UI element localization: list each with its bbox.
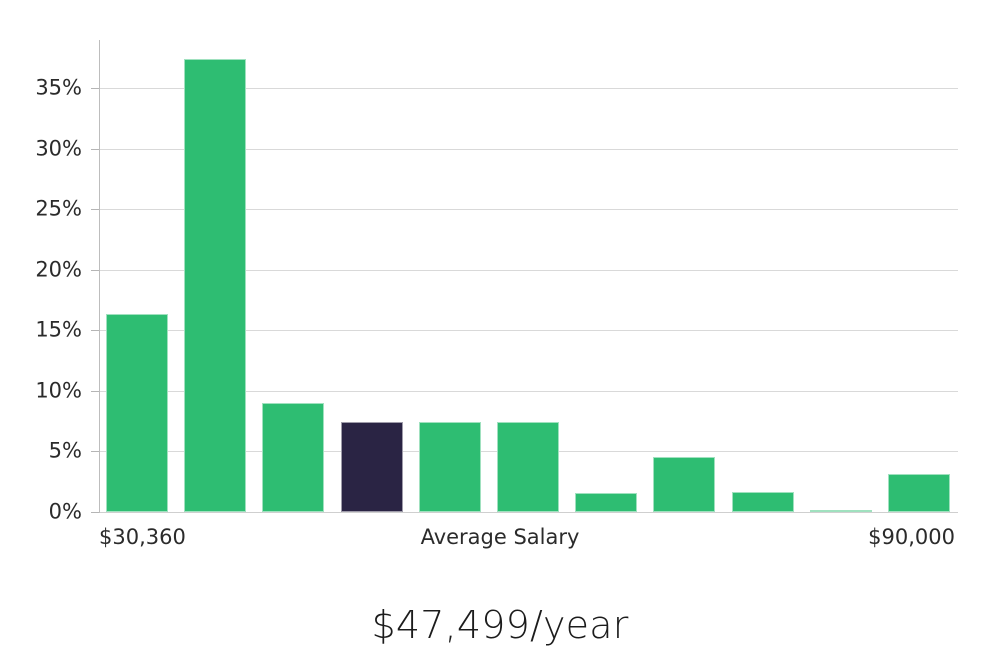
y-axis-line xyxy=(99,40,100,513)
y-axis-tick-label: 5% xyxy=(48,438,82,463)
bar[interactable] xyxy=(888,474,950,512)
bar-fill xyxy=(106,313,168,512)
y-axis-tick-mark xyxy=(91,390,99,392)
bar-fill xyxy=(497,422,559,512)
bar-fill xyxy=(888,474,950,512)
gridline xyxy=(100,209,958,211)
y-axis-tick-mark xyxy=(91,88,99,90)
y-axis-tick-mark xyxy=(91,148,99,150)
bar-fill xyxy=(262,403,325,512)
x-axis-title: Average Salary xyxy=(420,525,580,549)
bar[interactable] xyxy=(184,59,247,512)
gridline xyxy=(100,148,958,150)
bar-fill xyxy=(184,59,247,512)
x-axis-min-label: $30,360 xyxy=(99,525,186,549)
y-axis-tick-label: 0% xyxy=(48,499,82,524)
y-axis-tick-mark xyxy=(91,451,99,453)
bar[interactable] xyxy=(575,493,638,512)
y-axis-tick-label: 20% xyxy=(35,257,82,282)
y-axis-tick-mark xyxy=(91,209,99,211)
gridline xyxy=(100,269,958,271)
y-axis-tick-mark xyxy=(91,269,99,271)
gridline xyxy=(100,512,958,513)
bar-fill xyxy=(575,493,638,512)
y-axis-tick-label: 35% xyxy=(35,75,82,100)
gridline xyxy=(100,330,958,332)
y-axis-tick-mark xyxy=(91,330,99,332)
bar-fill xyxy=(418,421,481,512)
gridline xyxy=(100,88,958,90)
bar-fill xyxy=(340,421,403,512)
y-axis-tick-mark xyxy=(91,512,99,513)
bar-fill xyxy=(731,492,794,512)
bar[interactable] xyxy=(418,421,481,512)
bar[interactable] xyxy=(106,313,168,512)
bar[interactable] xyxy=(262,403,325,512)
bar[interactable] xyxy=(731,492,794,512)
y-axis-tick-label: 30% xyxy=(35,136,82,161)
bar-fill xyxy=(653,456,716,512)
bar-series xyxy=(100,40,958,512)
y-axis-tick-label: 10% xyxy=(35,378,82,403)
bar[interactable] xyxy=(809,510,872,512)
x-axis-max-label: $90,000 xyxy=(868,525,955,549)
bar-highlighted[interactable] xyxy=(340,421,403,512)
bar-fill xyxy=(809,510,872,512)
bar[interactable] xyxy=(653,456,716,512)
gridline xyxy=(100,390,958,392)
y-axis-tick-label: 15% xyxy=(35,317,82,342)
x-axis-labels: $30,360 Average Salary $90,000 xyxy=(0,527,1000,559)
y-axis-tick-label: 25% xyxy=(35,196,82,221)
bar[interactable] xyxy=(497,422,559,512)
average-salary-value: $47,499/year xyxy=(371,603,629,647)
